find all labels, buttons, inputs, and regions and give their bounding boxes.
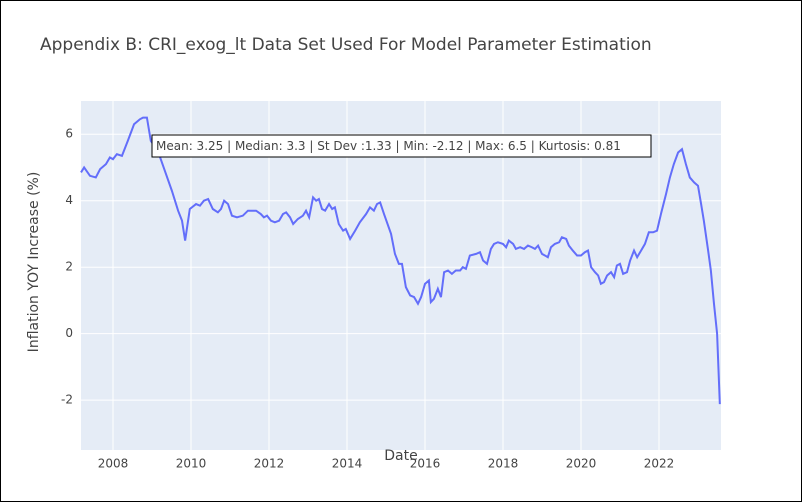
data-line [80, 116, 721, 405]
y-tick-label: 6 [65, 127, 73, 141]
annotation-box [151, 134, 652, 158]
x-axis-label: Date [384, 448, 417, 464]
x-tick-label: 2008 [98, 457, 129, 471]
x-tick-label: 2016 [410, 457, 441, 471]
y-tick-label: 4 [65, 193, 73, 207]
y-tick-label: -2 [61, 393, 73, 407]
x-tick-label: 2020 [566, 457, 597, 471]
x-tick-label: 2018 [488, 457, 519, 471]
x-tick-label: 2014 [332, 457, 363, 471]
y-tick-label: 2 [65, 260, 73, 274]
y-axis-label: Inflation YOY Increase (%) [26, 172, 42, 353]
y-tick-label: 0 [65, 326, 73, 340]
x-tick-label: 2010 [176, 457, 207, 471]
annotation: Mean: 3.25 | Median: 3.3 | St Dev :1.33 … [156, 139, 621, 153]
x-tick-label: 2012 [254, 457, 285, 471]
chart-title: Appendix B: CRI_exog_lt Data Set Used Fo… [40, 35, 652, 55]
x-tick-label: 2022 [644, 457, 675, 471]
